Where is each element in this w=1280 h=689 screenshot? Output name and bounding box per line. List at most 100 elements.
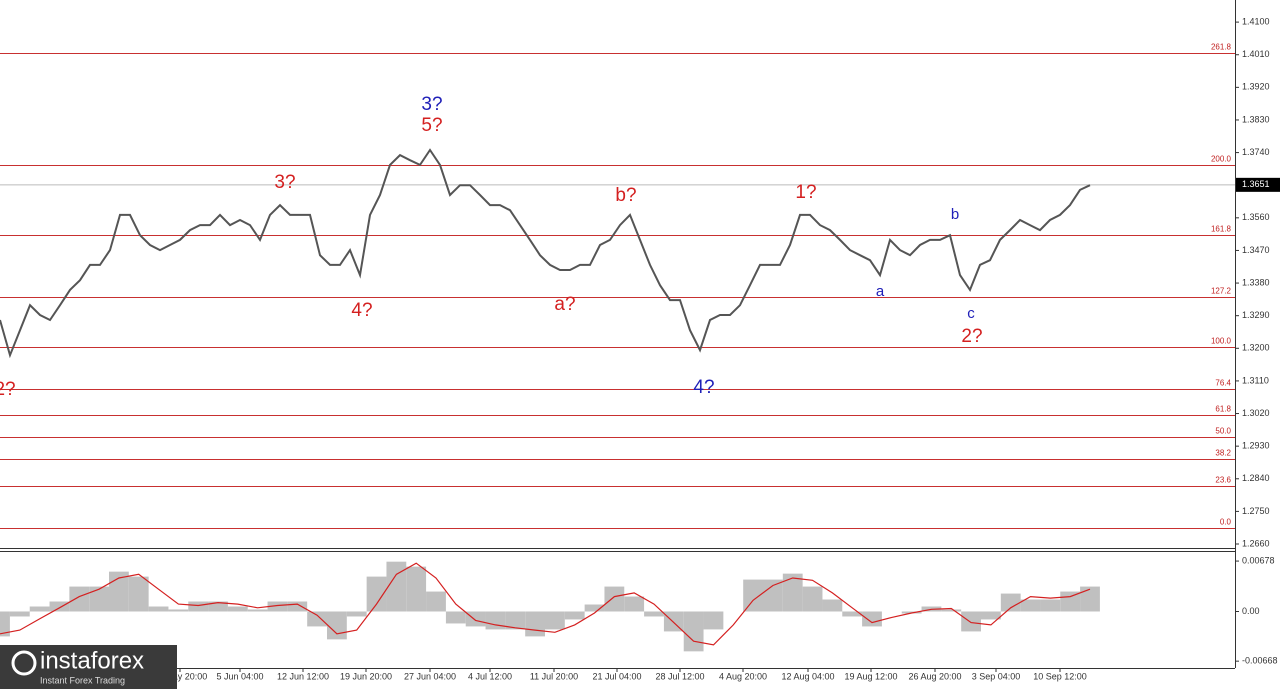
macd-bar [525,611,545,637]
macd-bar [782,573,803,612]
x-tick-label: 19 Aug 12:00 [844,671,897,681]
fib-label: 100.0 [1211,337,1232,346]
macd-bar [307,611,327,627]
macd-bar [445,611,466,624]
wave-label: a [876,283,885,300]
macd-bar [426,591,446,612]
y-tick-label: 1.3920 [1242,82,1270,92]
macd-bar [862,611,882,627]
macd-bar [386,561,407,612]
x-tick-label: 5 Jun 04:00 [216,671,263,681]
logo-text: instaforex [40,647,144,674]
x-tick-label: 19 Jun 20:00 [340,671,392,681]
wave-label: c [967,305,975,322]
x-tick-label: 10 Sep 12:00 [1033,671,1087,681]
macd-bar [327,611,347,640]
x-tick-label: 4 Jul 12:00 [468,671,512,681]
macd-bar [763,579,783,612]
x-tick-label: 12 Aug 04:00 [781,671,834,681]
wave-label: 4? [351,300,372,321]
macd-bar [406,566,427,612]
macd-bar [227,606,248,612]
fib-label: 61.8 [1215,405,1231,414]
macd-bar [168,609,189,612]
macd-bar [29,606,50,612]
macd-bar [247,609,268,612]
macd-bar [624,596,645,612]
macd-bar [1040,599,1061,612]
wave-label: 4? [693,377,714,398]
y-tick-label: 1.3200 [1242,343,1270,353]
y-tick-label: 1.3290 [1242,310,1270,320]
macd-bar [1000,593,1021,612]
fib-label: 23.6 [1215,476,1231,485]
macd-bar [267,601,288,612]
y-tick-label: 1.3560 [1242,212,1270,222]
y-tick-label: 1.3830 [1242,114,1270,124]
x-tick-label: 4 Aug 20:00 [719,671,767,681]
fib-label: 127.2 [1211,287,1232,296]
y-tick-label: 1.2930 [1242,441,1270,451]
x-tick-label: 28 Jul 12:00 [655,671,704,681]
wave-label: b? [615,185,636,206]
wave-label: a? [554,294,575,315]
macd-bar [644,611,664,617]
fib-label: 76.4 [1215,379,1231,388]
macd-bar [49,601,70,612]
macd-bar [961,611,981,632]
y-tick-label: 1.2660 [1242,538,1270,548]
wave-label: 5? [421,115,442,136]
wave-label: 2? [0,379,16,400]
y-tick-label: 1.3020 [1242,408,1270,418]
wave-label: 1? [795,182,816,203]
fib-label: 161.8 [1211,225,1232,234]
macd-y-tick-label: 0.00 [1242,606,1260,616]
macd-bar [941,609,962,612]
y-tick-label: 1.2840 [1242,473,1270,483]
macd-signal [0,562,1091,646]
macd-bar [0,611,10,637]
macd-bar [822,599,843,612]
macd-bar [128,576,149,612]
macd-bar [505,611,526,630]
x-tick-label: 12 Jun 12:00 [277,671,329,681]
macd-bar [9,611,30,617]
macd-bar [346,611,367,617]
macd-bar [366,576,387,612]
x-tick-label: 21 Jul 04:00 [592,671,641,681]
macd-bar [109,571,129,612]
logo: instaforex Instant Forex Trading [0,645,177,689]
y-tick-label: 1.2750 [1242,506,1270,516]
fib-label: 50.0 [1215,427,1231,436]
x-tick-label: 3 Sep 04:00 [972,671,1021,681]
macd-bar [69,586,90,612]
macd-bar [564,611,585,620]
macd-bar [465,611,486,627]
x-tick-label: 11 Jul 20:00 [530,671,578,681]
y-tick-label: 1.3110 [1242,375,1269,385]
macd-bar [89,586,109,612]
x-tick-label: 26 Aug 20:00 [908,671,961,681]
macd-bar [842,611,863,617]
y-tick-label: 1.3470 [1242,245,1270,255]
macd-bar [584,604,605,612]
macd-bar [148,606,169,612]
last-price-box [1236,177,1280,192]
macd-bar [703,611,724,630]
macd-bar [802,586,823,612]
last-price-label: 1.3651 [1242,179,1270,189]
y-tick-label: 1.3380 [1242,277,1270,287]
fib-label: 200.0 [1211,155,1232,164]
macd-bar [287,601,308,612]
macd-bar [545,611,565,630]
logo-icon [11,650,37,676]
macd-bar [981,611,1001,620]
y-tick-label: 1.3740 [1242,147,1270,157]
y-tick-label: 1.4010 [1242,49,1270,59]
macd-bar [604,586,625,612]
logo-tagline: Instant Forex Trading [40,675,125,685]
fib-label: 261.8 [1211,43,1232,52]
macd-bar [1020,599,1041,612]
